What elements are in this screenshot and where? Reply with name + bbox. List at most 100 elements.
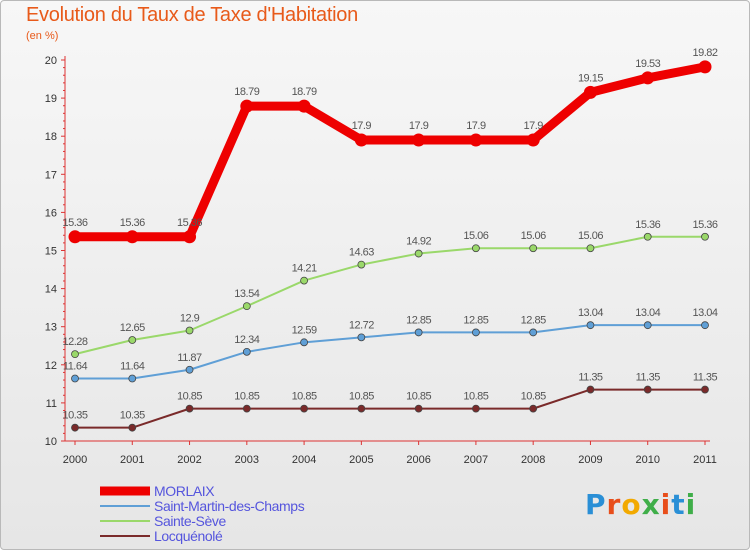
data-point <box>357 404 366 413</box>
data-label: 13.04 <box>635 307 660 319</box>
data-label: 15.36 <box>120 217 145 229</box>
data-label: 10.35 <box>62 410 87 422</box>
data-point <box>71 350 79 359</box>
data-point <box>529 404 538 413</box>
x-tick-label: 2008 <box>521 454 545 466</box>
data-label: 17.9 <box>466 120 486 132</box>
data-label: 14.63 <box>349 247 374 259</box>
x-tick-label: 2001 <box>120 454 144 466</box>
y-tick-label: 13 <box>45 322 57 334</box>
data-label: 12.28 <box>62 336 87 348</box>
data-point <box>472 244 480 253</box>
data-point <box>529 244 538 253</box>
data-label: 13.04 <box>692 307 717 319</box>
y-tick-label: 18 <box>45 131 57 143</box>
data-point <box>300 276 308 285</box>
data-label: 13.04 <box>578 307 603 319</box>
data-label: 12.85 <box>406 314 431 326</box>
series-line-0 <box>70 62 710 242</box>
data-point <box>414 404 423 413</box>
y-tick-label: 15 <box>45 246 57 258</box>
data-point <box>300 404 308 413</box>
data-label: 14.21 <box>292 263 317 275</box>
legend-label: Saint-Martin-des-Champs <box>154 498 305 514</box>
x-tick-label: 2005 <box>349 454 373 466</box>
series-line-1 <box>74 324 706 380</box>
data-label: 10.85 <box>292 391 317 403</box>
data-point <box>643 385 652 394</box>
x-tick-label: 2006 <box>406 454 430 466</box>
data-point <box>526 133 540 147</box>
x-tick-label: 2007 <box>464 454 488 466</box>
data-point <box>354 133 368 147</box>
data-point <box>128 374 137 383</box>
x-tick-label: 2003 <box>235 454 259 466</box>
logo-letter: P <box>585 488 607 521</box>
series-line-2 <box>74 235 706 356</box>
data-label: 10.85 <box>177 391 202 403</box>
y-tick-label: 12 <box>45 360 57 372</box>
data-point <box>583 85 597 99</box>
data-point <box>412 133 426 147</box>
legend-label: Sainte-Sève <box>154 513 226 529</box>
data-label: 18.79 <box>292 86 317 98</box>
data-point <box>242 302 251 311</box>
series-line-3 <box>74 388 706 429</box>
data-label: 19.53 <box>635 58 660 70</box>
data-label: 19.15 <box>578 72 603 84</box>
logo-letter: o <box>621 488 642 521</box>
data-label: 15.06 <box>463 230 488 242</box>
data-label: 10.85 <box>521 391 546 403</box>
legend-label: MORLAIX <box>154 483 215 499</box>
data-point <box>128 336 137 344</box>
data-label: 17.9 <box>523 120 543 132</box>
data-label: 17.9 <box>352 120 372 132</box>
data-point <box>242 404 251 413</box>
data-point <box>185 365 194 374</box>
data-label: 12.85 <box>463 314 488 326</box>
legend-label: Locquénolé <box>154 528 223 544</box>
data-label: 10.85 <box>234 391 259 403</box>
y-tick-label: 19 <box>45 93 57 105</box>
data-point <box>414 328 423 337</box>
y-tick-label: 17 <box>45 169 57 181</box>
y-tick-label: 11 <box>46 398 57 410</box>
data-point <box>71 423 79 432</box>
data-point <box>71 374 79 383</box>
data-point <box>297 99 311 113</box>
data-point <box>586 385 595 394</box>
x-tick-label: 2004 <box>292 454 316 466</box>
data-point <box>586 321 595 330</box>
data-point <box>529 328 538 337</box>
data-point <box>643 232 652 241</box>
proxiti-logo: Proxiti <box>585 488 696 521</box>
data-label: 11.35 <box>636 372 661 384</box>
data-point <box>641 71 655 85</box>
data-label: 18.79 <box>234 86 259 98</box>
data-label: 15.36 <box>62 217 87 229</box>
y-tick-label: 14 <box>45 284 57 296</box>
data-point <box>701 321 709 330</box>
data-label: 11.35 <box>578 372 603 384</box>
data-label: 15.36 <box>635 219 660 231</box>
data-label: 11.64 <box>120 361 145 373</box>
y-tick-label: 16 <box>45 207 57 219</box>
data-label: 12.59 <box>292 324 317 336</box>
data-label: 17.9 <box>409 120 429 132</box>
data-point <box>128 423 137 432</box>
data-point <box>185 404 194 413</box>
x-tick-label: 2000 <box>63 454 87 466</box>
chart-title: Evolution du Taux de Taxe d'Habitation <box>26 4 358 26</box>
x-tick-label: 2011 <box>693 454 717 466</box>
data-point <box>701 232 709 241</box>
data-label: 12.34 <box>234 334 259 346</box>
x-tick-label: 2009 <box>578 454 602 466</box>
data-point <box>300 338 308 347</box>
data-label: 12.65 <box>120 322 145 334</box>
logo-letter: r <box>606 488 622 521</box>
data-point <box>240 99 254 113</box>
y-tick-label: 10 <box>45 436 57 448</box>
data-point <box>125 230 139 244</box>
